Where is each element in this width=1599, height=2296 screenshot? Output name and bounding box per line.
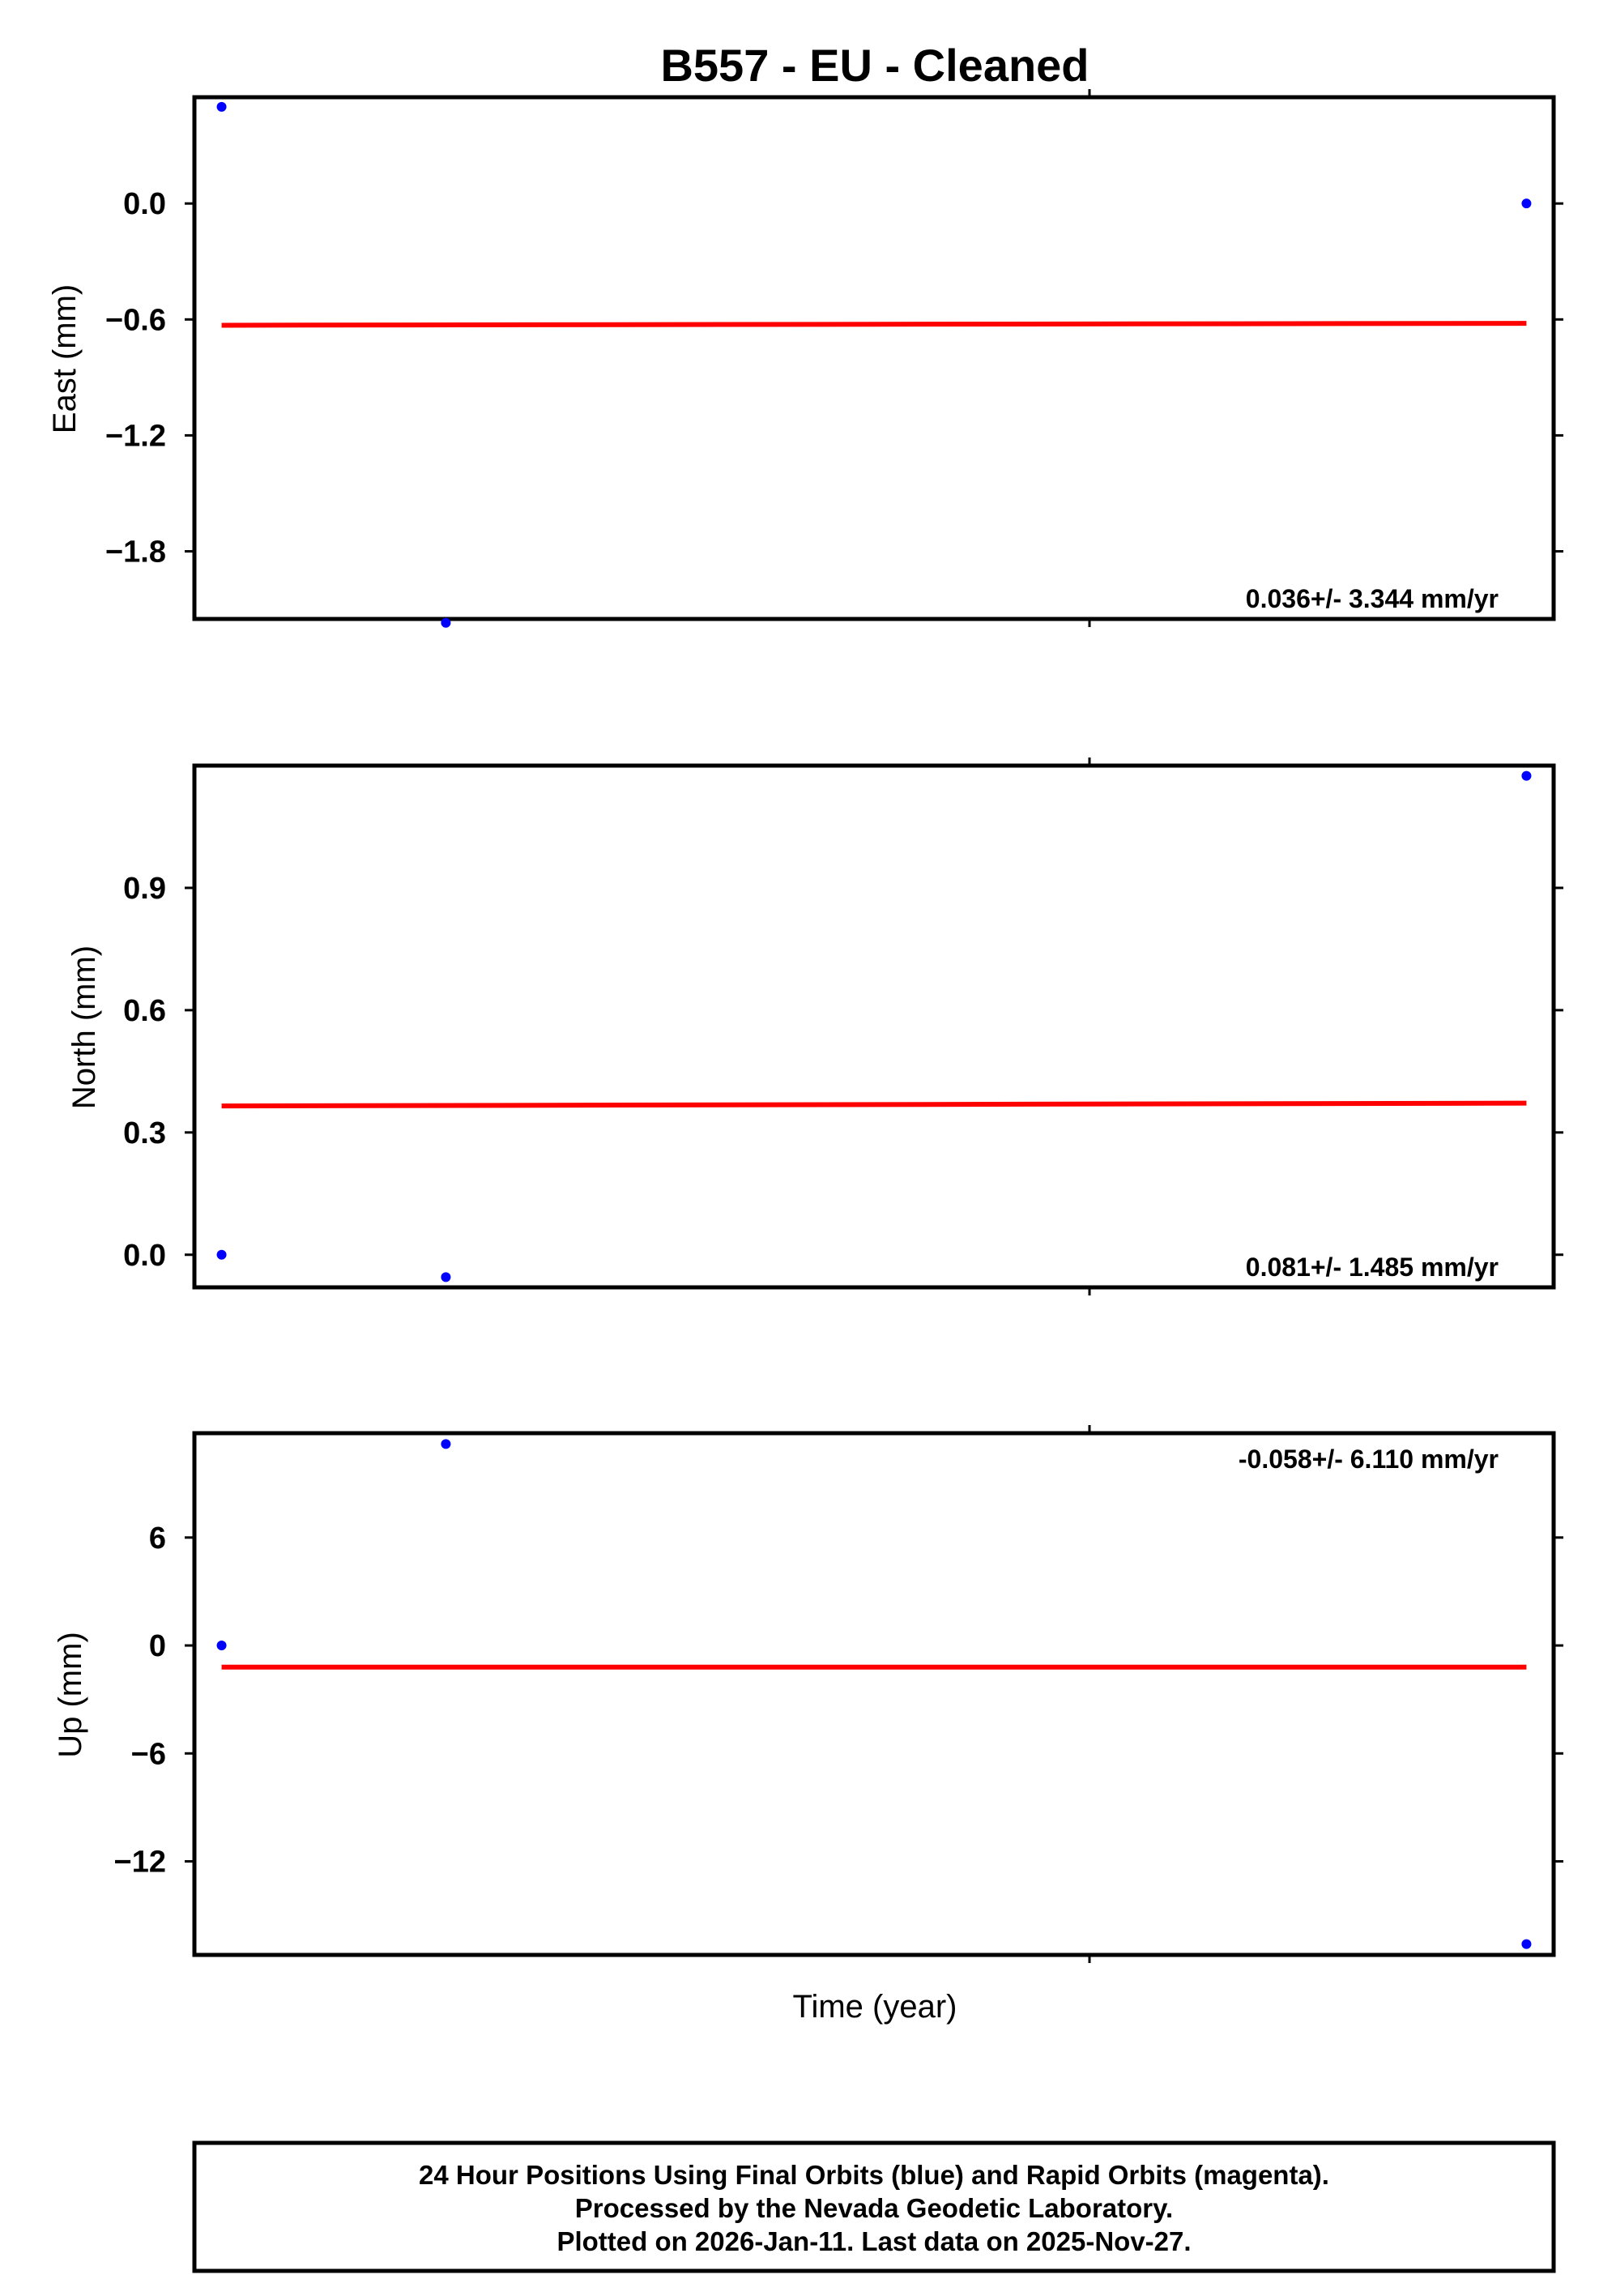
east-data-point — [1521, 198, 1532, 209]
north-rate-label: 0.081+/- 1.485 mm/yr — [1246, 1253, 1499, 1282]
east-panel: East (mm) 0.036+/- 3.344 mm/yr 0.0 −0.6 −1… — [47, 89, 1563, 628]
east-y-tick-label: −1.2 — [105, 419, 166, 453]
east-y-axis-label: East (mm) — [47, 284, 83, 433]
north-plot-frame — [192, 763, 1556, 1290]
up-data-point — [1521, 1939, 1532, 1949]
up-data-point — [441, 1439, 451, 1449]
up-rate-label: -0.058+/- 6.110 mm/yr — [1239, 1445, 1499, 1474]
up-panel: Up (mm) -0.058+/- 6.110 mm/yr 6 0 −6 −12 — [53, 1425, 1563, 1963]
east-data-point — [216, 101, 227, 112]
up-y-tick-label: −12 — [114, 1846, 166, 1880]
footer-line-1: 24 Hour Positions Using Final Orbits (bl… — [419, 2160, 1329, 2190]
up-y-tick-label: 0 — [149, 1629, 166, 1663]
east-y-tick-label: −0.6 — [105, 303, 166, 337]
east-y-tick-label: −1.8 — [105, 536, 166, 570]
x-axis-label: Time (year) — [793, 1989, 957, 2025]
up-y-axis-label: Up (mm) — [53, 1632, 88, 1758]
north-data-point — [1521, 770, 1532, 781]
north-y-tick-label: 0.0 — [123, 1239, 166, 1273]
east-data-point — [441, 617, 451, 628]
north-data-point — [441, 1272, 451, 1282]
north-panel: North (mm) 0.081+/- 1.485 mm/yr 0.9 0.6 0.… — [66, 758, 1563, 1295]
footer-frame — [192, 2140, 1556, 2273]
east-plot-frame — [192, 95, 1556, 621]
up-plot-frame — [192, 1431, 1556, 1957]
chart-title: B557 - EU - Cleaned — [660, 40, 1089, 91]
east-rate-label: 0.036+/- 3.344 mm/yr — [1246, 584, 1499, 613]
up-data-point — [216, 1641, 227, 1651]
footer-line-3: Plotted on 2026-Jan-11. Last data on 202… — [556, 2226, 1191, 2256]
north-y-tick-label: 0.9 — [123, 872, 166, 906]
north-y-tick-label: 0.6 — [123, 994, 166, 1028]
footer-box: 24 Hour Positions Using Final Orbits (bl… — [192, 2140, 1556, 2273]
north-data-point — [216, 1249, 227, 1260]
east-trend-line — [221, 321, 1527, 328]
footer-line-2: Processed by the Nevada Geodetic Laborat… — [575, 2193, 1173, 2223]
north-trend-line — [221, 1100, 1527, 1109]
north-y-axis-label: North (mm) — [66, 945, 102, 1109]
up-y-tick-label: 6 — [149, 1521, 166, 1556]
up-y-tick-label: −6 — [131, 1737, 166, 1771]
east-y-tick-label: 0.0 — [123, 187, 166, 221]
north-y-tick-label: 0.3 — [123, 1116, 166, 1150]
